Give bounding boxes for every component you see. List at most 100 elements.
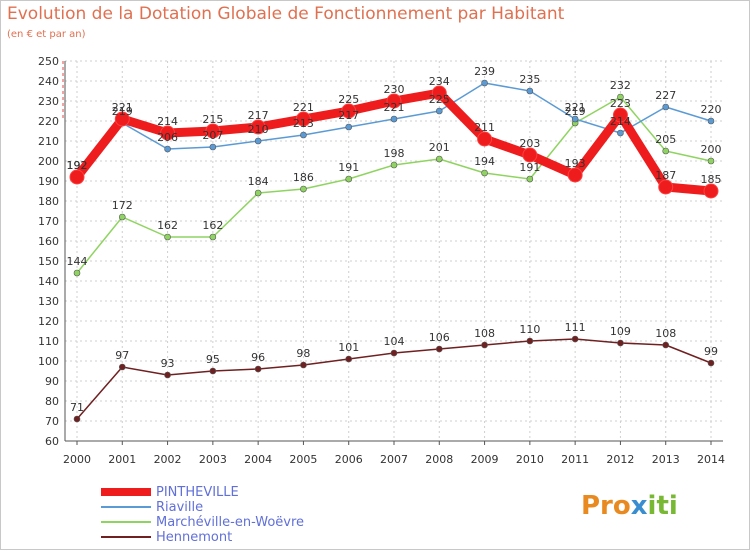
data-point bbox=[526, 337, 534, 345]
data-point bbox=[390, 161, 398, 169]
data-label: 192 bbox=[67, 159, 88, 172]
legend-label: Hennemont bbox=[156, 530, 233, 545]
data-label: 219 bbox=[112, 105, 133, 118]
data-label: 221 bbox=[384, 101, 405, 114]
data-point bbox=[300, 185, 307, 193]
data-point bbox=[567, 167, 583, 183]
data-label: 71 bbox=[70, 401, 84, 414]
y-tick-label: 190 bbox=[38, 175, 59, 188]
data-point bbox=[250, 119, 266, 135]
data-label: 217 bbox=[338, 109, 359, 122]
x-tick-label: 2008 bbox=[425, 453, 453, 466]
data-point bbox=[658, 179, 674, 195]
data-label: 198 bbox=[384, 147, 405, 160]
y-tick-label: 160 bbox=[38, 235, 59, 248]
x-tick-label: 2012 bbox=[606, 453, 634, 466]
data-point bbox=[118, 363, 126, 371]
y-tick-label: 80 bbox=[45, 395, 59, 408]
data-label: 193 bbox=[565, 157, 586, 170]
data-label: 221 bbox=[293, 101, 314, 114]
y-tick-label: 140 bbox=[38, 275, 59, 288]
data-label: 200 bbox=[701, 143, 722, 156]
x-tick-label: 2009 bbox=[471, 453, 499, 466]
data-point bbox=[254, 365, 262, 373]
data-point bbox=[662, 147, 670, 155]
data-label: 235 bbox=[519, 73, 540, 86]
data-label: 207 bbox=[202, 129, 223, 142]
data-label: 223 bbox=[610, 97, 631, 110]
x-tick-label: 2013 bbox=[652, 453, 680, 466]
data-label: 221 bbox=[112, 101, 133, 114]
data-point bbox=[481, 341, 488, 349]
data-point bbox=[526, 175, 534, 183]
legend-label: PINTHEVILLE bbox=[156, 485, 239, 500]
data-label: 162 bbox=[157, 219, 178, 232]
data-point bbox=[431, 85, 447, 101]
data-label: 192 bbox=[67, 159, 88, 172]
y-tick-label: 200 bbox=[38, 155, 59, 168]
data-label: 203 bbox=[519, 137, 540, 150]
y-tick-label: 220 bbox=[38, 115, 59, 128]
y-tick-label: 90 bbox=[45, 375, 59, 388]
legend-swatch bbox=[101, 506, 151, 508]
legend-item: Marchéville-en-Woëvre bbox=[101, 515, 401, 530]
data-point bbox=[390, 349, 398, 357]
data-label: 191 bbox=[338, 161, 359, 174]
data-label: 217 bbox=[248, 109, 269, 122]
chart-subtitle: (en € et par an) bbox=[7, 29, 86, 40]
data-label: 95 bbox=[206, 353, 220, 366]
logo-part: iti bbox=[647, 491, 678, 521]
data-point bbox=[209, 233, 217, 241]
data-point bbox=[571, 115, 579, 123]
data-label: 225 bbox=[338, 93, 359, 106]
y-tick-label: 130 bbox=[38, 295, 59, 308]
data-point bbox=[707, 117, 715, 125]
data-label: 232 bbox=[610, 79, 631, 92]
y-tick-label: 110 bbox=[38, 335, 59, 348]
data-point bbox=[295, 111, 311, 127]
data-point bbox=[73, 415, 81, 423]
data-label: 214 bbox=[610, 115, 631, 128]
data-point bbox=[345, 355, 353, 363]
y-tick-label: 60 bbox=[45, 435, 59, 448]
data-point bbox=[164, 233, 171, 241]
data-label: 184 bbox=[248, 175, 269, 188]
data-point bbox=[73, 269, 81, 277]
data-label: 104 bbox=[384, 335, 405, 348]
x-tick-label: 2005 bbox=[289, 453, 317, 466]
data-label: 185 bbox=[701, 173, 722, 186]
data-label: 108 bbox=[474, 327, 495, 340]
data-label: 211 bbox=[474, 121, 495, 134]
data-point bbox=[341, 103, 357, 119]
data-point bbox=[118, 213, 126, 221]
data-point bbox=[662, 341, 670, 349]
y-tick-label: 120 bbox=[38, 315, 59, 328]
y-tick-label: 70 bbox=[45, 415, 59, 428]
data-point bbox=[617, 339, 624, 347]
data-label: 215 bbox=[202, 113, 223, 126]
data-label: 96 bbox=[251, 351, 265, 364]
data-label: 98 bbox=[296, 347, 310, 360]
data-point bbox=[345, 175, 353, 183]
data-point bbox=[345, 123, 353, 131]
proxiti-logo: Proxiti bbox=[581, 491, 678, 521]
y-tick-label: 100 bbox=[38, 355, 59, 368]
data-point bbox=[481, 169, 488, 177]
data-label: 230 bbox=[384, 83, 405, 96]
data-point bbox=[205, 123, 221, 139]
data-point bbox=[114, 111, 130, 127]
data-point bbox=[300, 131, 307, 139]
data-label: 221 bbox=[565, 101, 586, 114]
x-tick-label: 2006 bbox=[335, 453, 363, 466]
x-tick-label: 2001 bbox=[108, 453, 136, 466]
logo-part: x bbox=[630, 491, 648, 521]
data-point bbox=[160, 125, 176, 141]
legend-swatch bbox=[101, 536, 151, 538]
data-label: 101 bbox=[338, 341, 359, 354]
data-label: 144 bbox=[67, 255, 88, 268]
data-point bbox=[164, 145, 171, 153]
data-label: 227 bbox=[655, 89, 676, 102]
data-point bbox=[571, 335, 579, 343]
